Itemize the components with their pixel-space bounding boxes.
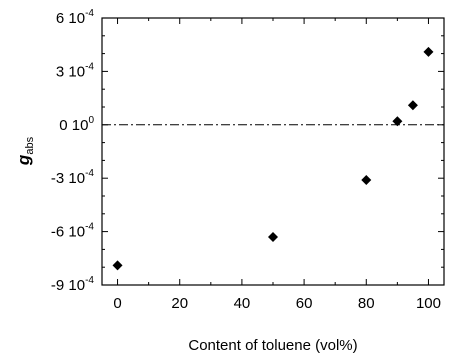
y-tick-label-base: -3 10: [51, 170, 85, 187]
y-tick-label: 0 100: [59, 115, 94, 134]
y-tick-label: -9 10-4: [51, 275, 95, 294]
y-tick-labels: 6 10-43 10-40 100-3 10-4-6 10-4-9 10-4: [51, 8, 95, 294]
y-axis-title-subscript: abs: [24, 136, 36, 154]
y-tick-label: 3 10-4: [56, 61, 95, 80]
y-axis-title: gabs: [14, 136, 36, 166]
plot-frame: [101, 17, 445, 286]
data-point-diamond: [392, 116, 403, 127]
y-tick-label-exponent: -4: [85, 222, 94, 233]
y-tick-label-base: 6 10: [56, 10, 85, 27]
y-tick-label-exponent: -4: [85, 168, 94, 179]
y-tick-label: 6 10-4: [56, 8, 95, 27]
y-tick-label-exponent: -4: [85, 61, 94, 72]
x-tick-label: 20: [171, 295, 188, 312]
y-tick-label-base: 0 10: [59, 117, 88, 134]
y-tick-label: -3 10-4: [51, 168, 95, 187]
y-tick-label-base: -9 10: [51, 277, 85, 294]
y-tick-label: -6 10-4: [51, 222, 95, 241]
data-point-diamond: [112, 260, 123, 271]
y-tick-label-base: -6 10: [51, 224, 85, 241]
data-point-diamond: [361, 174, 372, 185]
data-points: [112, 46, 434, 271]
x-tick-label: 80: [358, 295, 375, 312]
x-tick-labels: 0 20 40 60 80 100: [113, 295, 441, 312]
x-axis-title: Content of toluene (vol%): [188, 337, 357, 354]
x-tick-label: 0: [113, 295, 121, 312]
data-point-diamond: [423, 46, 434, 57]
data-point-diamond: [407, 100, 418, 111]
svg-text:gabs: gabs: [14, 136, 36, 166]
data-point-diamond: [268, 231, 278, 242]
y-tick-label-base: 3 10: [56, 63, 85, 80]
x-tick-label: 40: [234, 295, 251, 312]
x-tick-label: 100: [416, 295, 441, 312]
x-tick-label: 60: [296, 295, 313, 312]
y-tick-label-exponent: 0: [88, 115, 94, 126]
y-tick-label-exponent: -4: [85, 8, 94, 19]
ticks-group: [102, 17, 444, 286]
y-axis-title-main: g: [14, 154, 33, 166]
y-tick-label-exponent: -4: [85, 275, 94, 286]
